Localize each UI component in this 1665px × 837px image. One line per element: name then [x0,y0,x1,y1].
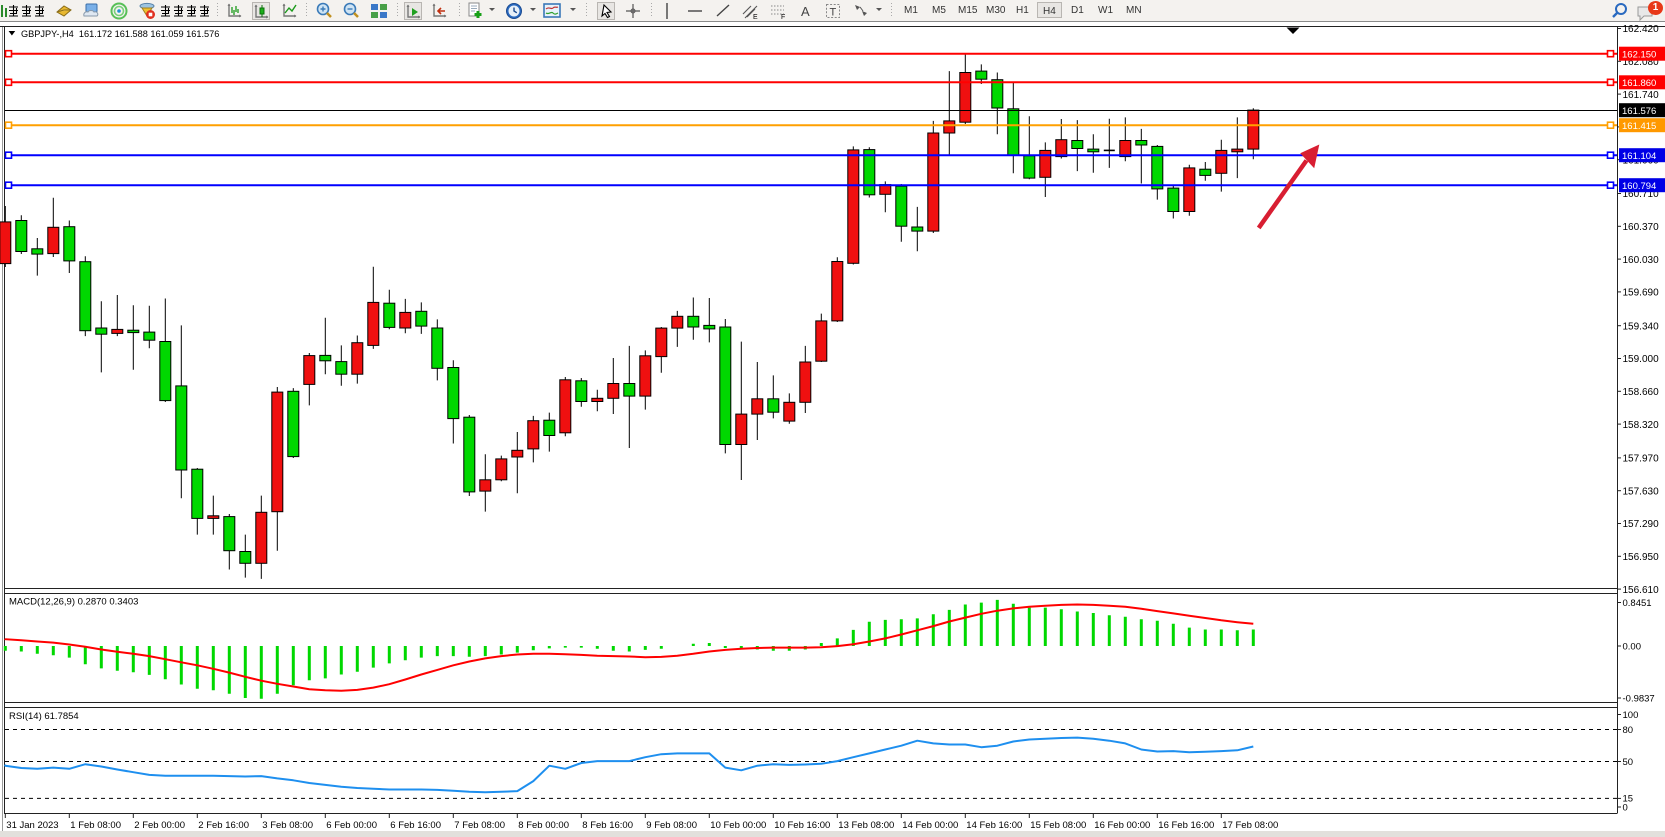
svg-text:31 Jan 2023: 31 Jan 2023 [6,820,58,831]
svg-text:6 Feb 00:00: 6 Feb 00:00 [326,820,377,831]
svg-text:158.320: 158.320 [1623,420,1660,431]
svg-text:159.000: 159.000 [1623,354,1660,365]
svg-text:14 Feb 16:00: 14 Feb 16:00 [966,820,1022,831]
svg-text:10 Feb 16:00: 10 Feb 16:00 [774,820,830,831]
svg-text:16 Feb 00:00: 16 Feb 00:00 [1094,820,1150,831]
svg-text:156.950: 156.950 [1623,552,1660,563]
svg-text:162.150: 162.150 [1622,50,1656,61]
svg-text:10 Feb 00:00: 10 Feb 00:00 [710,820,766,831]
svg-text:160.030: 160.030 [1623,255,1660,266]
svg-text:13 Feb 08:00: 13 Feb 08:00 [838,820,894,831]
svg-text:162.420: 162.420 [1623,24,1660,35]
svg-text:A: A [801,4,810,19]
svg-text:17 Feb 08:00: 17 Feb 08:00 [1222,820,1278,831]
svg-text:2 Feb 00:00: 2 Feb 00:00 [134,820,185,831]
svg-text:9 Feb 08:00: 9 Feb 08:00 [646,820,697,831]
svg-text:7 Feb 08:00: 7 Feb 08:00 [454,820,505,831]
svg-text:161.104: 161.104 [1622,151,1656,162]
svg-text:160.370: 160.370 [1623,222,1660,233]
svg-text:160.710: 160.710 [1623,189,1660,200]
svg-text:157.630: 157.630 [1623,486,1660,497]
svg-text:15: 15 [1623,794,1634,805]
svg-text:80: 80 [1623,725,1634,736]
svg-text:161.415: 161.415 [1622,121,1656,132]
svg-text:15 Feb 08:00: 15 Feb 08:00 [1030,820,1086,831]
svg-text:161.860: 161.860 [1622,78,1656,89]
svg-text:8 Feb 16:00: 8 Feb 16:00 [582,820,633,831]
svg-text:2 Feb 16:00: 2 Feb 16:00 [198,820,249,831]
svg-text:50: 50 [1623,757,1634,768]
svg-text:0.00: 0.00 [1623,642,1642,653]
svg-text:161.576: 161.576 [1622,106,1656,117]
svg-text:T: T [830,7,837,19]
svg-text:-0.9837: -0.9837 [1623,694,1655,705]
svg-text:F: F [781,14,785,20]
svg-text:6 Feb 16:00: 6 Feb 16:00 [390,820,441,831]
svg-text:3 Feb 08:00: 3 Feb 08:00 [262,820,313,831]
svg-text:16 Feb 16:00: 16 Feb 16:00 [1158,820,1214,831]
svg-text:161.740: 161.740 [1623,90,1660,101]
svg-text:159.690: 159.690 [1623,288,1660,299]
svg-text:157.290: 157.290 [1623,519,1660,530]
svg-text:14 Feb 00:00: 14 Feb 00:00 [902,820,958,831]
svg-text:100: 100 [1623,710,1639,721]
svg-text:MACD(12,26,9) 0.2870 0.3403: MACD(12,26,9) 0.2870 0.3403 [9,597,138,608]
svg-text:RSI(14) 61.7854: RSI(14) 61.7854 [9,711,79,722]
svg-text:162.080: 162.080 [1623,57,1660,68]
svg-text:GBPJPY-,H4 161.172 161.588 16: GBPJPY-,H4 161.172 161.588 161.059 161.5… [21,29,219,39]
svg-text:156.610: 156.610 [1623,585,1660,596]
svg-text:E: E [753,14,758,20]
svg-text:0: 0 [1623,803,1628,814]
svg-text:8 Feb 00:00: 8 Feb 00:00 [518,820,569,831]
svg-text:157.970: 157.970 [1623,454,1660,465]
svg-text:158.660: 158.660 [1623,387,1660,398]
svg-text:160.794: 160.794 [1622,181,1656,192]
svg-text:159.340: 159.340 [1623,321,1660,332]
svg-text:1 Feb 08:00: 1 Feb 08:00 [70,820,121,831]
svg-text:0.8451: 0.8451 [1623,598,1652,609]
